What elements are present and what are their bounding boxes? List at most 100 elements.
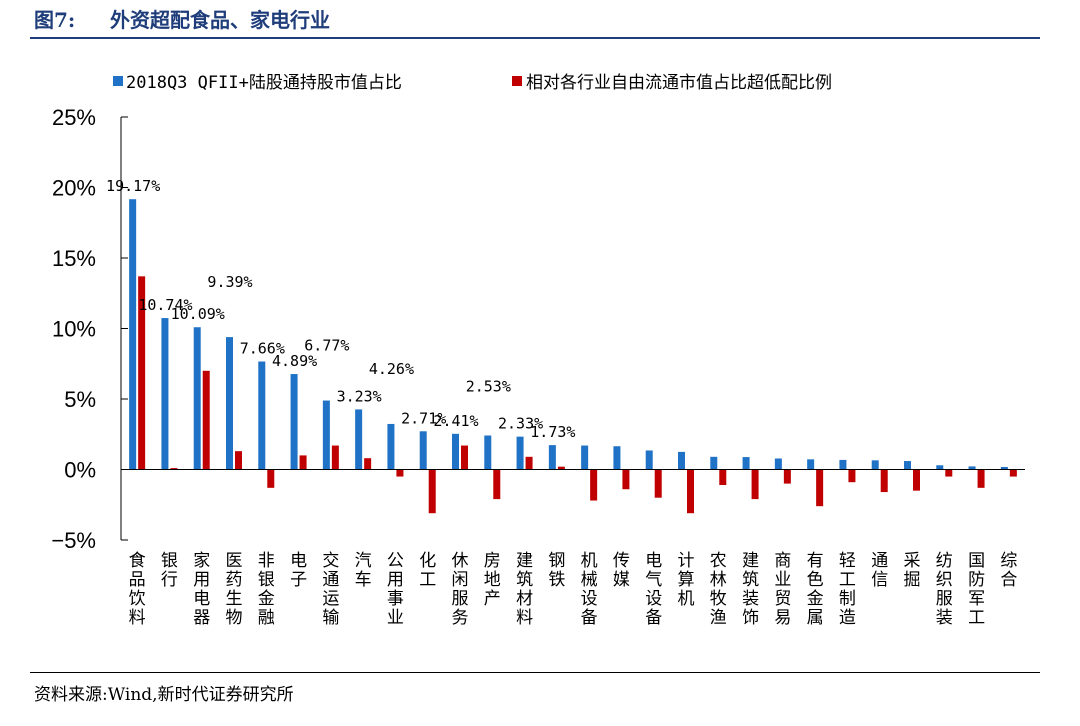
bar-series-1 [807,459,815,470]
bar-series-2 [719,469,727,486]
bar-series-2 [622,469,630,490]
category-label: 商业贸易 [774,551,791,628]
category-label: 电气设备 [645,551,662,628]
data-labels: 19.17% 10.74%10.09% 9.39% 7.66%4.89%6.77% 3.… [106,177,575,441]
bar-series-2 [396,469,404,477]
data-label: 2.41% [433,412,478,430]
data-label: 6.77% [304,337,349,355]
bar-series-1 [645,450,653,470]
bar-series-2 [1009,469,1017,477]
category-label: 轻工制造 [839,551,856,628]
category-label: 建筑材料 [516,551,533,628]
bar-series-1 [936,465,944,470]
category-label: 医药生物 [226,551,243,628]
bar-series-1 [742,457,750,470]
bar-series-1 [904,461,911,470]
bar-series-1 [129,199,137,470]
category-label: 通信 [871,551,888,590]
bar-series-2 [267,469,275,488]
category-label: 休闲服务 [452,551,469,628]
y-tick-label: 20% [52,176,96,201]
data-label: 10.74% [138,296,192,314]
category-label: 采掘 [904,551,921,590]
bar-series-2 [170,468,178,470]
bar-series-2 [783,469,791,484]
y-tick-label: 15% [52,246,96,271]
bar-series-1 [871,460,879,470]
bar-series-2 [751,469,759,500]
figure-title: 外资超配食品、家电行业 [110,8,330,32]
y-tick-label: 25% [52,105,96,130]
data-label: 2.71% [401,409,446,427]
bar-series-2 [880,469,888,493]
bar-series-2 [848,469,856,483]
bar-series-2 [202,370,210,470]
footer-rule [30,672,1040,673]
category-label: 非银金融 [258,551,275,628]
bar-series-2 [945,469,953,477]
bar-series-2 [977,469,985,488]
category-label: 纺织服装 [936,551,953,628]
data-label: 2.53% [466,378,511,396]
bar-series-1 [161,318,169,470]
data-label: 1.73% [530,423,575,441]
category-label: 综合 [1000,551,1017,590]
bar-series-1 [774,458,782,470]
data-label: 4.26% [369,360,414,378]
legend-label-series-1: 2018Q3 QFII+陆股通持股市值占比 [126,73,402,93]
bar-series-1 [1000,466,1008,470]
header-rule [30,37,1040,39]
data-label: 2.33% [498,415,543,433]
data-label: 4.89% [272,352,317,370]
bar-series-2 [654,469,662,498]
category-label: 银行 [161,551,178,590]
bar-series-1 [484,435,492,470]
bar-series-2 [557,466,565,470]
category-label: 传媒 [613,551,630,590]
data-label: 19.17% [106,177,160,195]
bar-series-1 [226,337,233,470]
bar-series-2 [525,456,533,470]
bar-series-2 [235,451,242,470]
bar-series-1 [419,431,427,470]
bar-series-2 [590,469,598,501]
bar-series-1 [678,451,685,470]
legend-swatch-series-1 [113,76,123,86]
bar-series-2 [913,469,920,491]
bar-series-2 [816,469,824,507]
bar-series-1 [387,423,395,470]
legend: 2018Q3 QFII+陆股通持股市值占比 相对各行业自由流通市值占比超低配比例 [113,73,832,93]
bar-series-1 [290,374,298,470]
category-label: 国防军工 [968,551,985,628]
y-tick-label: 0% [64,458,96,483]
bar-series-2 [461,445,468,470]
bar-series-1 [516,436,524,470]
data-label: 9.39% [207,273,252,291]
bar-series-1 [839,459,847,470]
y-axis: 25% 20% 15% 10% 5% 0% −5% [51,105,128,553]
data-label: 7.66% [240,339,285,357]
bar-series-2 [493,469,501,500]
bar-series-1 [968,466,976,470]
bar-series-1 [193,327,201,470]
bar-series-1 [322,400,330,470]
data-label: 10.09% [171,305,225,323]
bar-series-2 [428,469,436,514]
data-label: 3.23% [337,387,382,405]
bar-series-2 [364,458,372,470]
category-label: 家用电器 [193,551,210,628]
category-label: 机械设备 [581,551,598,628]
category-label: 汽车 [355,551,372,590]
bar-series-2 [331,445,339,470]
y-tick-label: 5% [64,387,96,412]
category-label: 农林牧渔 [710,551,727,628]
bar-series-1 [355,409,363,470]
bar-series-1 [710,456,718,470]
category-label: 化工 [419,551,436,590]
y-tick-label: 10% [52,317,96,342]
category-label: 有色金属 [807,551,824,628]
category-label: 钢铁 [548,551,565,590]
category-label: 电子 [290,551,307,590]
figure-header: 图7: 外资超配食品、家电行业 [0,0,1040,40]
legend-swatch-series-2 [512,76,522,86]
